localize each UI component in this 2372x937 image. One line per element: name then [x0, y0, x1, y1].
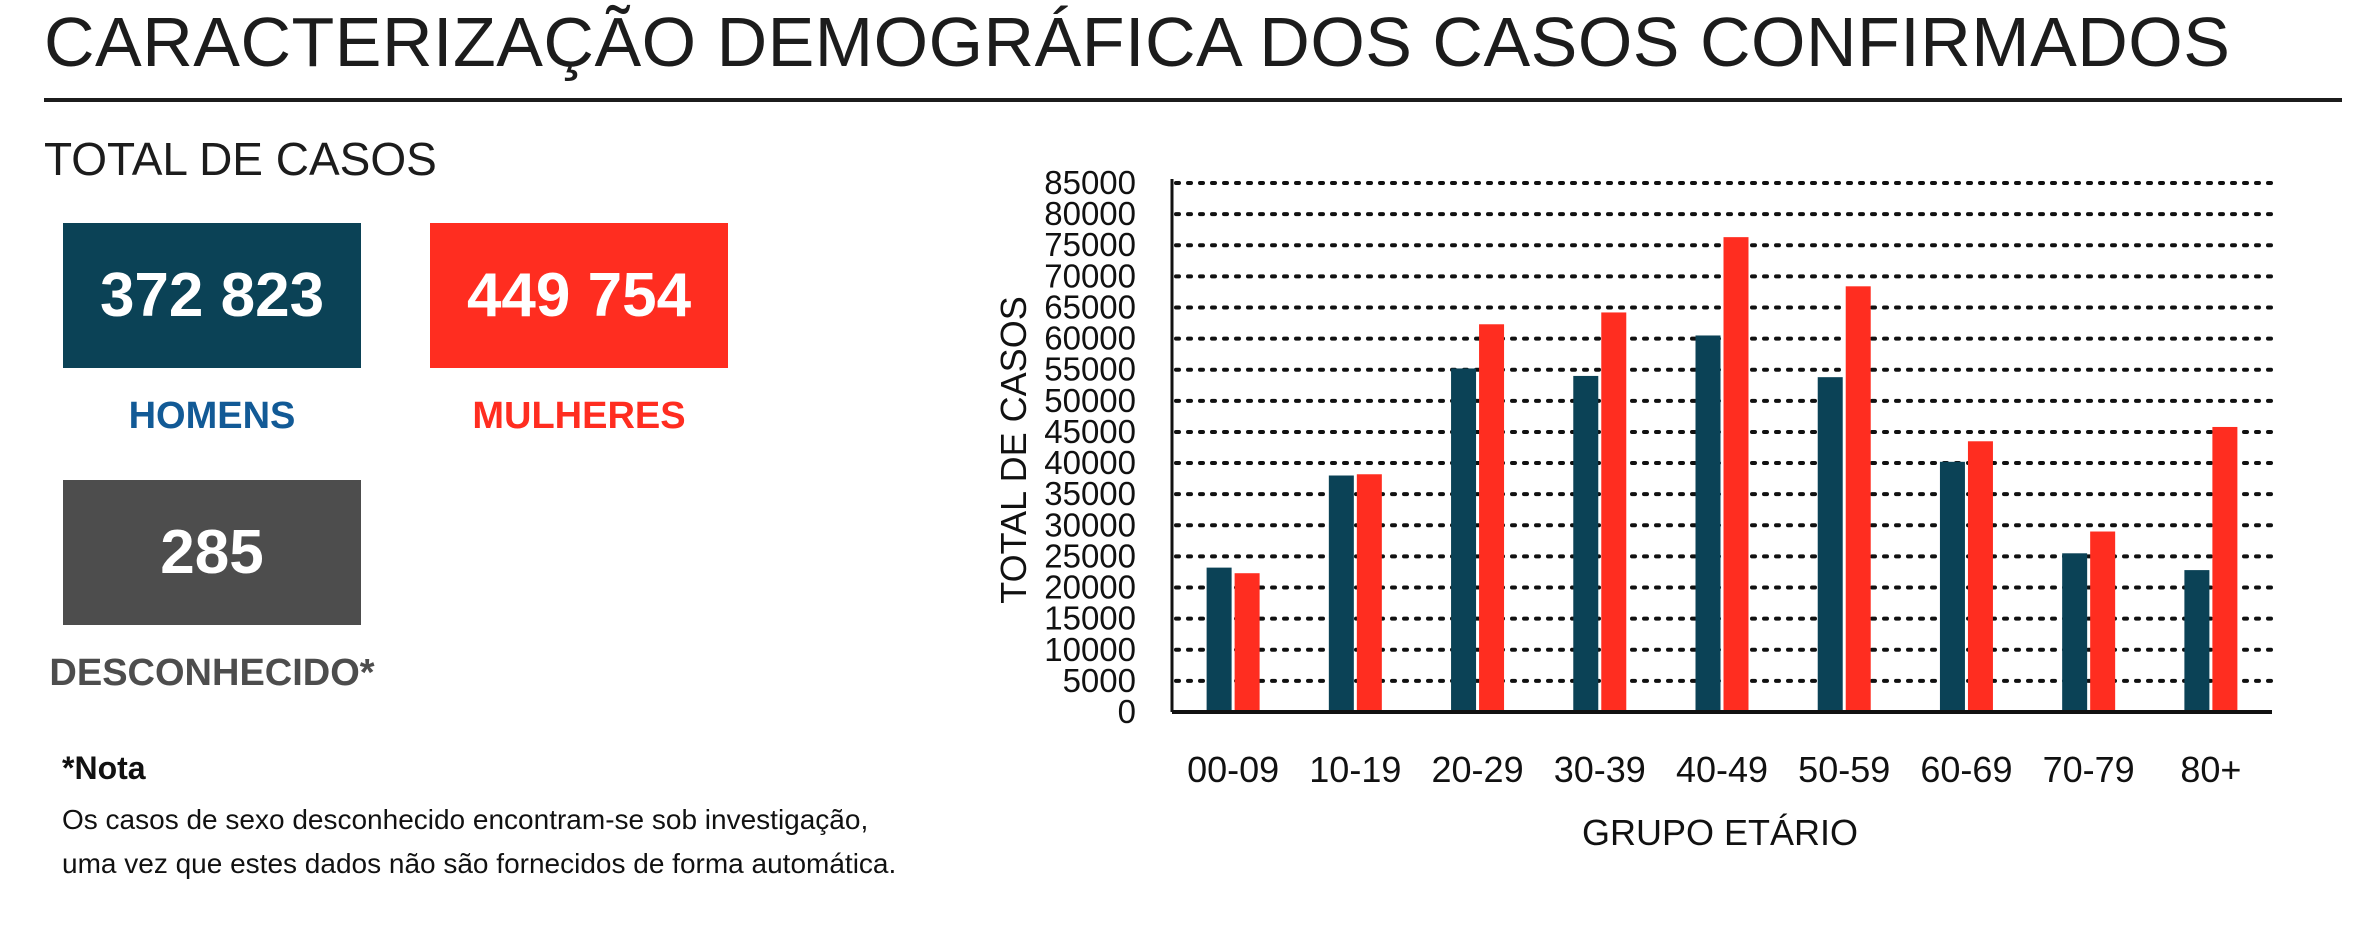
- x-tick-label: 80+: [2180, 749, 2241, 790]
- bar-women-80+: [2212, 426, 2238, 712]
- bar-women-70-79: [2090, 531, 2116, 712]
- y-tick-label: 45000: [1044, 413, 1136, 450]
- y-tick-label: 30000: [1044, 506, 1136, 543]
- note-text: Os casos de sexo desconhecido encontram-…: [62, 798, 1022, 886]
- y-tick-label: 75000: [1044, 226, 1136, 263]
- x-tick-label: 20-29: [1432, 749, 1524, 790]
- unknown-total-value: 285: [160, 518, 264, 587]
- bar-men-80+: [2184, 570, 2210, 712]
- y-tick-label: 0: [1118, 693, 1136, 730]
- bar-women-60-69: [1967, 441, 1993, 712]
- bar-men-60-69: [1939, 461, 1965, 712]
- y-tick-label: 20000: [1044, 569, 1136, 606]
- bar-women-50-59: [1845, 286, 1871, 712]
- y-tick-label: 60000: [1044, 320, 1136, 357]
- unknown-label: DESCONHECIDO*: [49, 652, 375, 694]
- y-tick-label: 70000: [1044, 257, 1136, 294]
- total-cases-label: TOTAL DE CASOS: [44, 133, 437, 185]
- bar-men-70-79: [2062, 553, 2088, 712]
- title-divider: [44, 98, 2342, 102]
- y-tick-label: 10000: [1044, 631, 1136, 668]
- x-tick-label: 00-09: [1187, 749, 1279, 790]
- y-tick-label: 80000: [1044, 195, 1136, 232]
- note-title: *Nota: [62, 750, 146, 786]
- y-tick-label: 15000: [1044, 600, 1136, 637]
- x-tick-label: 50-59: [1798, 749, 1890, 790]
- bar-men-10-19: [1328, 475, 1354, 712]
- men-total-box: 372 823: [63, 223, 361, 368]
- women-label: MULHERES: [472, 395, 686, 437]
- y-tick-label: 85000: [1044, 164, 1136, 201]
- x-tick-label: 10-19: [1309, 749, 1401, 790]
- bar-women-30-39: [1601, 312, 1627, 712]
- y-tick-label: 65000: [1044, 288, 1136, 325]
- women-total-box: 449 754: [430, 223, 728, 368]
- bar-men-50-59: [1817, 377, 1843, 712]
- y-tick-label: 40000: [1044, 444, 1136, 481]
- chart-tick-labels: 0500010000150002000025000300003500040000…: [1044, 164, 2241, 790]
- x-tick-label: 60-69: [1920, 749, 2012, 790]
- unknown-total-box: 285: [63, 480, 361, 625]
- note-line-1: Os casos de sexo desconhecido encontram-…: [62, 804, 869, 835]
- bar-men-30-39: [1573, 375, 1599, 712]
- page-title: CARACTERIZAÇÃO DEMOGRÁFICA DOS CASOS CON…: [44, 3, 2231, 81]
- x-tick-label: 30-39: [1554, 749, 1646, 790]
- men-total-value: 372 823: [99, 261, 325, 330]
- y-tick-label: 35000: [1044, 475, 1136, 512]
- bar-women-20-29: [1479, 324, 1505, 712]
- bar-women-00-09: [1234, 573, 1260, 712]
- women-total-value: 449 754: [466, 261, 692, 330]
- y-tick-label: 5000: [1063, 662, 1136, 699]
- bar-men-00-09: [1206, 567, 1232, 712]
- note-line-2: uma vez que estes dados não são fornecid…: [62, 848, 897, 879]
- men-label: HOMENS: [128, 395, 296, 437]
- bar-women-10-19: [1356, 474, 1382, 712]
- x-tick-label: 40-49: [1676, 749, 1768, 790]
- y-axis-title: TOTAL DE CASOS: [993, 296, 1034, 603]
- y-tick-label: 25000: [1044, 537, 1136, 574]
- bar-women-40-49: [1723, 237, 1749, 712]
- chart-axes: [1170, 179, 2272, 714]
- x-tick-label: 70-79: [2043, 749, 2135, 790]
- x-axis-title: GRUPO ETÁRIO: [1582, 812, 1858, 853]
- y-tick-label: 55000: [1044, 351, 1136, 388]
- y-tick-label: 50000: [1044, 382, 1136, 419]
- chart-bars: [1206, 237, 2238, 712]
- bar-men-20-29: [1451, 368, 1477, 712]
- bar-men-40-49: [1695, 335, 1721, 712]
